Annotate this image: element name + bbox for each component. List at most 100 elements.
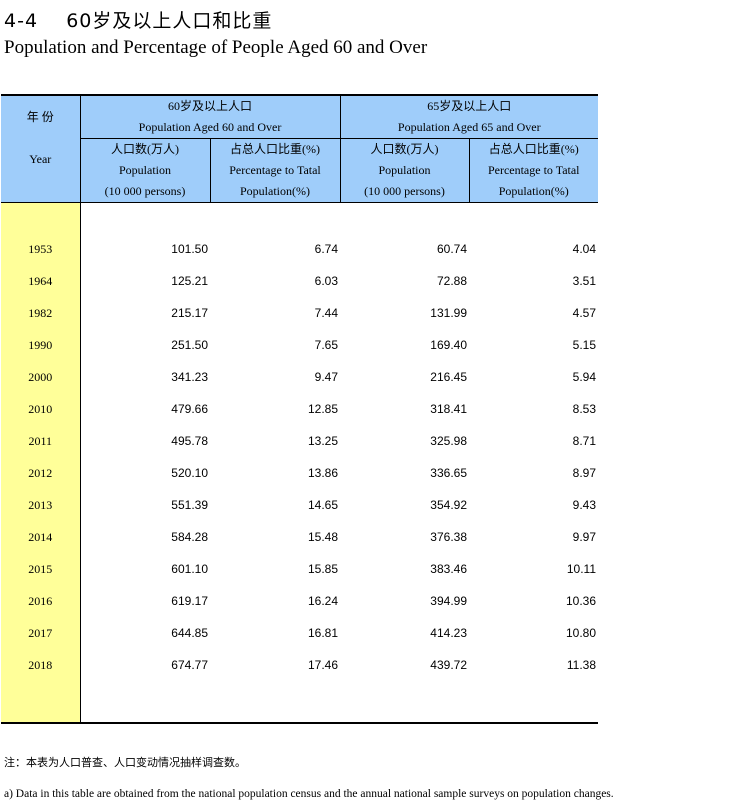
pop60-cell: 619.17 [171,594,208,608]
pct65-cell: 3.51 [572,274,596,288]
year-cell: 2010 [1,393,81,425]
year-cell: 1990 [1,329,81,361]
pct65-cell: 10.80 [565,626,596,640]
group-65-header: 65岁及以上人口 Population Aged 65 and Over [339,94,598,139]
table-row: 2011 495.78 13.25 325.98 8.71 [1,425,598,457]
pct60-header-en: Percentage to Tatal [229,163,321,177]
pop60-header-cn: 人口数(万人) [111,142,179,156]
pop65-cell: 439.72 [430,658,467,672]
pct65-header-en: Percentage to Tatal [487,163,580,177]
year-cell: 2015 [1,553,81,585]
group-60-en: Population Aged 60 and Over [138,120,282,134]
pct60-cell: 15.85 [307,562,338,576]
table-row: 2017 644.85 16.81 414.23 10.80 [1,617,598,649]
pct65-cell: 5.94 [572,370,596,384]
pop60-cell: 601.10 [171,562,208,576]
spacer-row [1,202,598,233]
table-row: 2014 584.28 15.48 376.38 9.97 [1,521,598,553]
group-65-en: Population Aged 65 and Over [397,120,541,134]
pop60-header-en: Population [118,163,171,177]
pop65-cell: 383.46 [430,562,467,576]
table-row: 1990 251.50 7.65 169.40 5.15 [1,329,598,361]
table-header: 年 份 Year 60岁及以上人口 Population Aged 60 and… [1,94,598,203]
note-cn: 注：本表为人口普查、人口变动情况抽样调查数。 [4,756,246,769]
year-cell: 2000 [1,361,81,393]
pct65-cell: 5.15 [572,338,596,352]
pct65-header: 占总人口比重(%) Percentage to Tatal Population… [468,138,598,203]
table-title-en: Population and Percentage of People Aged… [4,37,428,58]
pct65-cell: 4.04 [572,242,596,256]
pct60-cell: 6.74 [314,242,338,256]
table-row: 1964 125.21 6.03 72.88 3.51 [1,265,598,297]
table-row: 2018 674.77 17.46 439.72 11.38 [1,649,598,681]
pct65-cell: 8.53 [572,402,596,416]
table-row: 2010 479.66 12.85 318.41 8.53 [1,393,598,425]
pop60-header-unit: (10 000 persons) [104,184,186,198]
year-cell: 1982 [1,297,81,329]
pop65-cell: 131.99 [430,306,467,320]
pct60-cell: 9.47 [314,370,338,384]
group-60-header: 60岁及以上人口 Population Aged 60 and Over [79,94,340,139]
group-60-cn: 60岁及以上人口 [167,99,252,113]
pct65-header-cn: 占总人口比重(%) [488,142,579,156]
table-title-cn-text: 60岁及以上人口和比重 [66,10,273,32]
pct60-cell: 13.25 [307,434,338,448]
pop60-cell: 584.28 [171,530,208,544]
pop65-header-unit: (10 000 persons) [364,184,445,198]
pop60-cell: 495.78 [171,434,208,448]
pop65-header: 人口数(万人) Population (10 000 persons) [339,138,469,203]
pop60-cell: 674.77 [171,658,208,672]
pop65-cell: 216.45 [430,370,467,384]
pct65-header-unit: Population(%) [498,184,569,198]
pct60-cell: 7.44 [314,306,338,320]
year-cell: 2012 [1,457,81,489]
pop60-cell: 644.85 [171,626,208,640]
pop60-cell: 341.23 [171,370,208,384]
pct60-cell: 16.24 [307,594,338,608]
pop60-cell: 125.21 [171,274,208,288]
pct65-cell: 8.71 [572,434,596,448]
pop60-cell: 251.50 [171,338,208,352]
year-cell: 2016 [1,585,81,617]
table-row: 2016 619.17 16.24 394.99 10.36 [1,585,598,617]
table-row: 2013 551.39 14.65 354.92 9.43 [1,489,598,521]
year-cell: 2014 [1,521,81,553]
pct60-cell: 14.65 [307,498,338,512]
spacer-row [1,681,598,724]
table-row: 1953 101.50 6.74 60.74 4.04 [1,233,598,265]
year-cell: 1964 [1,265,81,297]
table-row: 2015 601.10 15.85 383.46 10.11 [1,553,598,585]
pop65-cell: 318.41 [430,402,467,416]
year-header-cn: 年 份 [26,110,54,124]
group-65-cn: 65岁及以上人口 [427,99,512,113]
pct65-cell: 11.38 [566,658,596,672]
pop65-cell: 376.38 [430,530,467,544]
pop60-cell: 520.10 [171,466,208,480]
pop60-cell: 551.39 [171,498,208,512]
table-body: 1953 101.50 6.74 60.74 4.04 1964 125.21 6.03 72.… [1,202,598,724]
year-header-en: Year [29,152,52,166]
pop60-cell: 215.17 [171,306,208,320]
pct60-cell: 15.48 [307,530,338,544]
year-cell: 1953 [1,233,81,265]
pop65-cell: 72.88 [436,274,467,288]
pct65-cell: 9.97 [572,530,596,544]
pop65-cell: 394.99 [430,594,467,608]
year-cell: 2018 [1,649,81,681]
pct60-cell: 16.81 [307,626,338,640]
pop65-cell: 414.23 [430,626,467,640]
table-row: 2000 341.23 9.47 216.45 5.94 [1,361,598,393]
pct65-cell: 8.97 [572,466,596,480]
pct60-header-cn: 占总人口比重(%) [230,142,320,156]
table-number: 4-4 [4,10,39,32]
year-cell: 2013 [1,489,81,521]
note-en: a) Data in this table are obtained from … [4,788,614,800]
pop65-cell: 169.40 [430,338,467,352]
pop65-cell: 325.98 [430,434,467,448]
pct60-cell: 12.85 [307,402,338,416]
pop65-header-cn: 人口数(万人) [370,142,439,156]
pop60-cell: 101.50 [171,242,208,256]
pct65-cell: 10.36 [565,594,596,608]
table-row: 2012 520.10 13.86 336.65 8.97 [1,457,598,489]
pct60-cell: 17.46 [307,658,338,672]
